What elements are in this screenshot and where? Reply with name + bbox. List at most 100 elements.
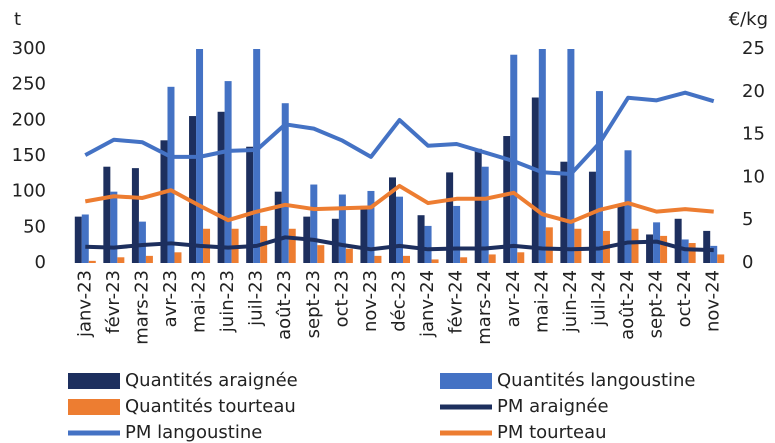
bar xyxy=(389,177,396,263)
bar xyxy=(567,49,575,263)
y-tick-label: 0 xyxy=(35,252,46,273)
bar xyxy=(481,166,489,263)
x-tick-label: mai-24 xyxy=(531,270,552,333)
legend-label: PM araignée xyxy=(497,396,609,417)
bar xyxy=(531,97,539,263)
bar xyxy=(417,215,425,263)
bar xyxy=(288,228,296,263)
bar xyxy=(246,146,254,263)
bar xyxy=(560,161,568,263)
bar xyxy=(646,234,654,263)
legend-swatch xyxy=(68,399,120,415)
bar xyxy=(588,171,596,263)
legend-swatch xyxy=(440,373,492,389)
y-tick-label: 200 xyxy=(12,109,46,130)
bar xyxy=(81,214,89,263)
bar xyxy=(110,191,118,263)
bar xyxy=(217,111,225,263)
bar xyxy=(274,191,282,263)
bar xyxy=(595,91,603,263)
bar xyxy=(488,254,496,263)
bar xyxy=(431,259,439,263)
x-tick-label: juil-24 xyxy=(588,270,609,327)
bar xyxy=(160,140,168,263)
bar xyxy=(574,228,582,263)
bar xyxy=(517,252,525,263)
bar xyxy=(703,230,711,263)
bar xyxy=(710,245,718,263)
bar xyxy=(138,221,146,263)
x-tick-label: nov-24 xyxy=(703,270,724,332)
bar xyxy=(545,227,553,263)
bar xyxy=(310,184,318,263)
line xyxy=(84,183,714,224)
bar xyxy=(674,218,682,263)
x-tick-label: août-24 xyxy=(617,270,638,340)
x-tick-label: févr-23 xyxy=(103,270,124,334)
x-tick-label: avr-24 xyxy=(503,270,524,327)
x-tick-label: janv-24 xyxy=(417,270,438,338)
bar xyxy=(189,116,197,263)
bar xyxy=(174,252,182,263)
bar xyxy=(688,243,696,263)
bar xyxy=(167,86,175,263)
bar xyxy=(538,49,546,263)
y2-tick-label: 20 xyxy=(742,81,765,102)
x-tick-label: févr-24 xyxy=(446,270,467,334)
legend-label: PM langoustine xyxy=(125,422,262,443)
y-tick-label: 300 xyxy=(12,38,46,59)
line xyxy=(84,90,715,176)
bar xyxy=(345,248,353,263)
x-tick-label: sept-24 xyxy=(646,270,667,338)
bar xyxy=(131,168,139,263)
legend-label: PM tourteau xyxy=(497,422,607,443)
bar xyxy=(460,257,468,263)
x-tick-label: oct-24 xyxy=(674,270,695,327)
bar xyxy=(103,166,111,263)
y-tick-label: 150 xyxy=(12,145,46,166)
bar xyxy=(453,205,461,263)
bar xyxy=(717,254,725,263)
bar xyxy=(617,205,625,263)
bar xyxy=(117,257,125,263)
legend-swatch xyxy=(68,373,120,389)
bar xyxy=(74,216,82,263)
bar xyxy=(374,255,382,263)
bar xyxy=(660,235,668,263)
x-tick-label: juin-24 xyxy=(560,270,581,333)
y2-tick-label: 25 xyxy=(742,38,765,59)
bar xyxy=(446,172,454,263)
y2-tick-label: 10 xyxy=(742,166,765,187)
bar xyxy=(396,196,403,263)
y-tick-label: 100 xyxy=(12,181,46,202)
x-tick-label: nov-23 xyxy=(360,270,381,332)
bar xyxy=(367,190,375,263)
x-tick-label: déc-23 xyxy=(389,270,410,332)
y-tick-label: 50 xyxy=(23,216,46,237)
bar xyxy=(624,150,632,263)
bar xyxy=(145,255,153,263)
x-tick-label: janv-23 xyxy=(74,270,95,338)
x-tick-label: avr-23 xyxy=(160,270,181,327)
y2-tick-label: 15 xyxy=(742,124,765,145)
legend-label: Quantités araignée xyxy=(125,370,298,391)
y2-tick-label: 5 xyxy=(742,209,753,230)
x-tick-label: juil-23 xyxy=(246,270,267,327)
bar xyxy=(403,255,410,263)
legend-label: Quantités tourteau xyxy=(125,396,296,417)
bar xyxy=(331,218,339,263)
y-axis-label: t xyxy=(14,9,21,30)
bar xyxy=(224,81,232,263)
bar xyxy=(510,54,518,263)
y-tick-label: 250 xyxy=(12,74,46,95)
bar xyxy=(474,148,482,263)
x-tick-label: juin-23 xyxy=(217,270,238,333)
x-tick-label: mars-23 xyxy=(131,270,152,345)
x-tick-label: mars-24 xyxy=(474,270,495,345)
bar xyxy=(424,225,432,263)
bar xyxy=(503,136,511,263)
y2-axis-label: €/kg xyxy=(729,9,768,30)
line xyxy=(85,235,714,253)
y2-tick-label: 0 xyxy=(742,252,753,273)
